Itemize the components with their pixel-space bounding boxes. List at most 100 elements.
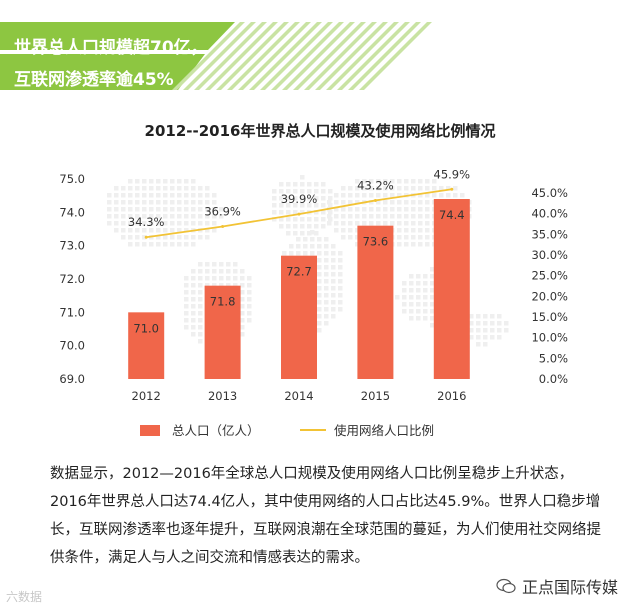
map-dot [121, 214, 126, 219]
map-dot [156, 242, 161, 247]
map-dot [286, 203, 291, 208]
map-dot [163, 186, 168, 191]
map-dot [331, 307, 336, 312]
map-dot [191, 200, 196, 205]
map-dot [247, 304, 252, 309]
map-dot [219, 283, 224, 288]
map-dot [170, 242, 175, 247]
map-dot [355, 186, 360, 191]
map-dot [177, 228, 182, 233]
map-dot [383, 186, 388, 191]
map-dot [247, 283, 252, 288]
map-dot [369, 193, 374, 198]
map-dot [453, 186, 458, 191]
map-dot [317, 293, 322, 298]
map-dot [184, 276, 189, 281]
map-dot [205, 193, 210, 198]
map-dot [293, 224, 298, 229]
map-dot [184, 242, 189, 247]
map-dot [279, 210, 284, 215]
map-dot [135, 193, 140, 198]
map-dot [303, 251, 308, 256]
map-dot [163, 242, 168, 247]
map-dot [423, 302, 428, 307]
map-dot [293, 182, 298, 187]
map-dot [423, 295, 428, 300]
map-dot [341, 207, 346, 212]
map-dot [114, 221, 119, 226]
map-dot [191, 304, 196, 309]
map-dot [324, 279, 329, 284]
map-dot [191, 221, 196, 226]
map-dot [121, 186, 126, 191]
map-dot [432, 193, 437, 198]
map-dot [149, 200, 154, 205]
map-dot [490, 314, 495, 319]
legend-bar-label: 总人口（亿人） [172, 423, 260, 438]
bar [357, 225, 394, 379]
map-dot [369, 214, 374, 219]
map-dot [328, 203, 333, 208]
map-dot [490, 321, 495, 326]
map-dot [219, 214, 224, 219]
map-dot [423, 274, 428, 279]
map-dot [240, 332, 245, 337]
map-dot [460, 193, 465, 198]
map-dot [177, 235, 182, 240]
map-dot [411, 221, 416, 226]
map-dot [128, 214, 133, 219]
header-stripe [172, 22, 245, 90]
watermark-right: 正点国际传媒 [496, 574, 618, 598]
map-dot [149, 221, 154, 226]
map-dot [411, 235, 416, 240]
map-dot [149, 228, 154, 233]
map-dot [198, 221, 203, 226]
map-dot [348, 193, 353, 198]
map-dot [469, 328, 474, 333]
x-tick-label: 2014 [284, 389, 313, 403]
map-dot [317, 272, 322, 277]
map-dot [416, 295, 421, 300]
map-dot [212, 269, 217, 274]
watermark-left: 六数据 [6, 590, 43, 604]
map-dot [184, 228, 189, 233]
map-dot [300, 196, 305, 201]
map-dot [191, 297, 196, 302]
map-dot [212, 262, 217, 267]
map-dot [341, 200, 346, 205]
map-dot [163, 207, 168, 212]
map-dot [177, 242, 182, 247]
map-dot [300, 182, 305, 187]
map-dot [423, 316, 428, 321]
map-dot [341, 214, 346, 219]
map-dot [279, 182, 284, 187]
map-dot [310, 230, 315, 235]
map-dot [219, 269, 224, 274]
map-dot [156, 186, 161, 191]
map-dot [317, 321, 322, 326]
map-dot [314, 182, 319, 187]
left-tick-label: 69.0 [59, 372, 85, 386]
map-dot [142, 228, 147, 233]
map-dot [184, 235, 189, 240]
map-dot [362, 193, 367, 198]
map-dot [300, 189, 305, 194]
map-dot [191, 332, 196, 337]
right-tick-label: 5.0% [539, 351, 568, 365]
line-value-label: 43.2% [357, 178, 394, 192]
map-dot [177, 179, 182, 184]
map-dot [107, 214, 112, 219]
legend: 总人口（亿人） 使用网络人口比例 [140, 423, 434, 438]
map-dot [247, 311, 252, 316]
x-tick-label: 2016 [437, 389, 466, 403]
map-dot [184, 221, 189, 226]
map-dot [293, 196, 298, 201]
map-dot [163, 193, 168, 198]
map-dot [296, 251, 301, 256]
map-dot [212, 283, 217, 288]
map-dot [121, 221, 126, 226]
map-dot [324, 293, 329, 298]
map-dot [362, 214, 367, 219]
map-dot [205, 262, 210, 267]
map-dot [317, 328, 322, 333]
